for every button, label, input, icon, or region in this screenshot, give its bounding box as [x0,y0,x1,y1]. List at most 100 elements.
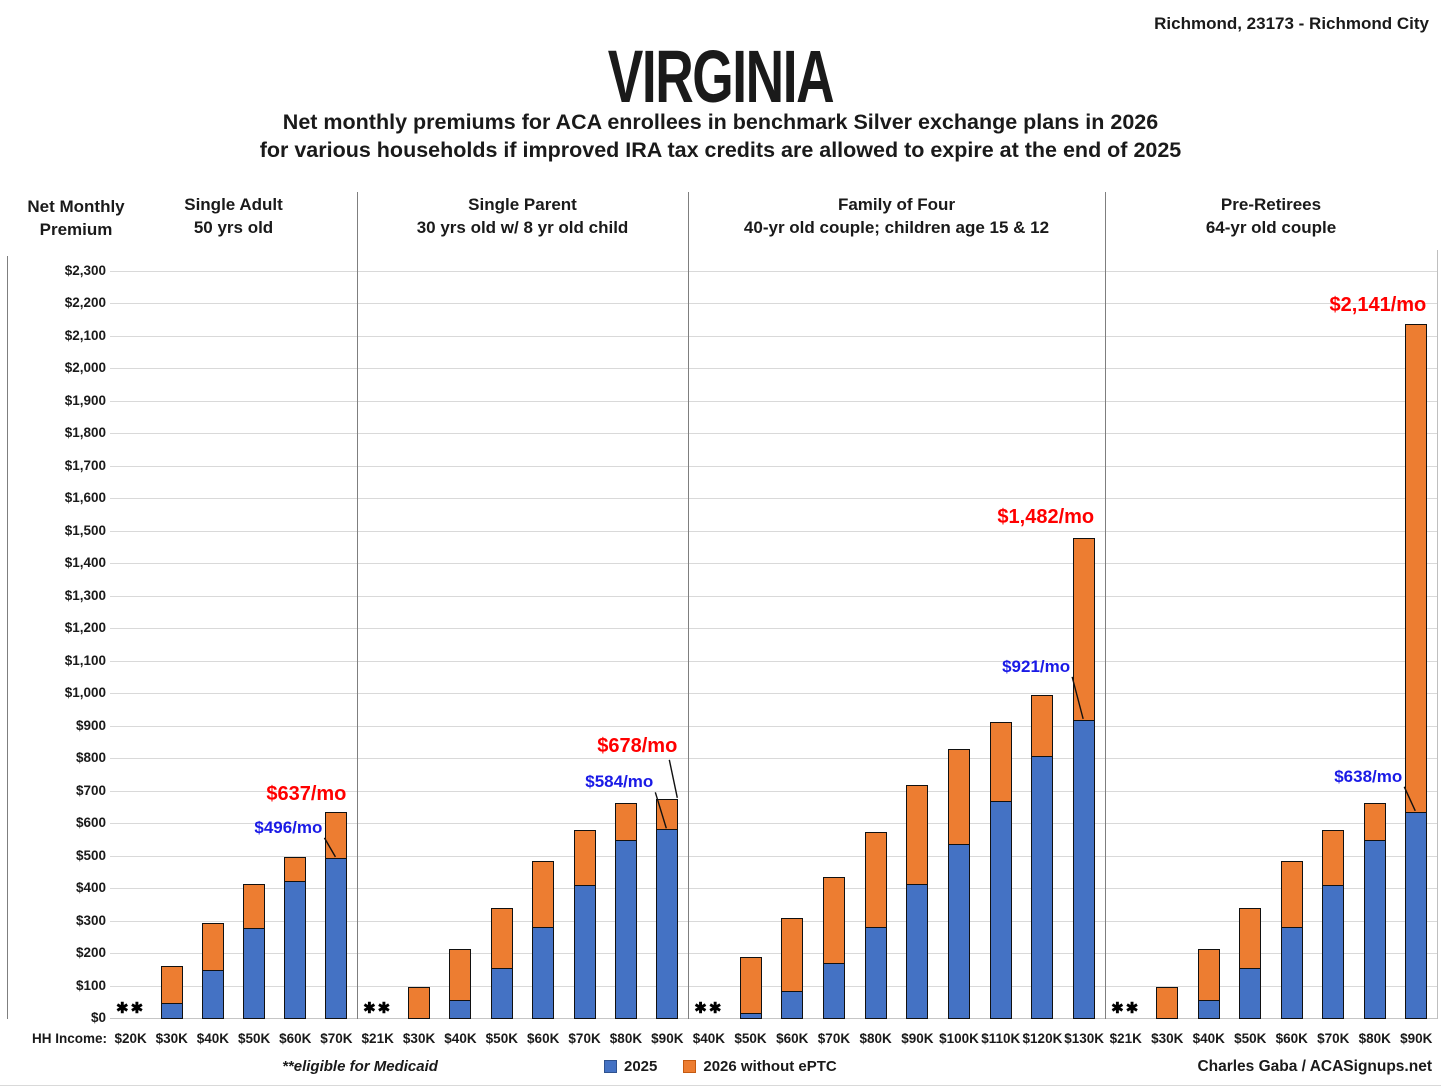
income-tick-label: $40K [1192,1031,1225,1046]
bar-2025-segment [1239,968,1262,1019]
y-grid-line [110,563,1437,565]
bar-2026-segment [1197,949,1220,1001]
bar-2026-segment [1322,829,1345,885]
income-tick-label: $40K [692,1031,725,1046]
y-tick-label: $2,100 [64,327,106,343]
y-tick-label: $1,300 [64,587,106,603]
income-tick-label: $70K [1317,1031,1350,1046]
bar-2025-segment [906,884,929,1019]
value-label-2025: $638/mo [1334,766,1403,786]
bottom-rule [0,1085,1441,1086]
y-tick-label: $400 [75,880,106,896]
bar-2025-segment [781,991,804,1019]
y-tick-label: $1,900 [64,392,106,408]
bar-2025-segment [284,880,307,1019]
bar-2026-segment [408,987,431,1019]
income-tick-label: $110K [981,1031,1021,1046]
group-header-line2: 64-yr old couple [1205,217,1337,237]
income-tick-label: $80K [609,1031,643,1046]
y-tick-label: $500 [75,847,106,863]
y-grid-line [110,498,1437,500]
bar-2025-segment [656,829,679,1019]
bar-2025-segment [1197,1000,1220,1019]
income-tick-label: $20K [114,1031,147,1046]
income-tick-label: $50K [485,1031,518,1046]
income-tick-label: $100K [939,1031,979,1046]
bar-2026-segment [449,949,472,1001]
bar-2025-segment [449,1000,472,1019]
y-tick-label: $100 [75,977,106,993]
income-tick-label: $60K [1275,1031,1308,1046]
bar-2026-segment [781,918,804,992]
bar-2026-segment [1031,695,1054,756]
bar-2026-segment [1280,860,1303,927]
y-tick-label: $1,700 [64,457,106,473]
y-grid-line [110,790,1437,792]
y-tick-label: $2,200 [64,295,106,311]
y-grid-line [110,271,1437,272]
bar-2025-segment [822,962,845,1019]
income-tick-label: $21K [361,1031,394,1046]
bar-2025-segment [1322,884,1345,1019]
bar-2026-segment [989,721,1012,802]
y-grid-line [110,920,1437,922]
bar-2026-segment [243,884,266,929]
y-tick-label: $900 [75,717,106,733]
bar-2025-segment [948,843,971,1019]
y-grid-line [110,823,1437,825]
medicaid-eligibility-note: **eligible for Medicaid [282,1058,438,1075]
legend-item-2026: 2026 without ePTC [683,1058,837,1075]
income-tick-label: $30K [155,1031,188,1046]
hh-income-label: HH Income: [31,1031,107,1046]
bar-2025-segment [243,928,266,1019]
legend-label-2025: 2025 [624,1058,658,1075]
y-tick-label: $1,400 [64,555,106,571]
y-axis-title: Net Monthly Premium [0,196,152,242]
credit-label: Charles Gaba / ACASignups.net [1197,1058,1432,1075]
y-tick-label: $200 [75,945,106,961]
group-header: Single Adult 50 yrs old [110,194,357,240]
group-header: Family of Four 40-yr old couple; children… [688,194,1105,240]
y-grid-line [110,660,1437,662]
bar-2026-segment [532,860,555,927]
bar-2025-segment [201,969,224,1019]
y-tick-label: $1,800 [64,425,106,441]
y-tick-label: $600 [75,815,106,831]
bar-2026-segment [864,832,887,928]
y-tick-label: $2,000 [64,360,106,376]
y-tick-label: $800 [75,750,106,766]
y-tick-label: $1,100 [64,652,106,668]
location-label: Richmond, 23173 - Richmond City [1154,14,1429,33]
y-grid-line [110,1018,1437,1019]
bar-2026-segment [739,956,762,1013]
group-header-line1: Single Parent [468,195,577,214]
y-axis-title-line2: Premium [39,219,113,239]
medicaid-asterisks: ✱✱ [694,1000,724,1017]
y-grid-line [110,303,1437,305]
y-tick-label: $0 [90,1010,106,1025]
income-tick-label: $50K [734,1031,767,1046]
y-axis-title-line1: Net Monthly [27,197,125,216]
income-tick-label: $50K [237,1031,271,1046]
group-header-line2: 50 yrs old [193,217,274,237]
chart-title-text: VIRGINIA [607,35,835,118]
bar-2025-segment [573,884,596,1019]
legend-swatch-2025 [604,1060,617,1073]
y-grid-line [110,953,1437,955]
y-grid-line [110,400,1437,402]
bar-2026-segment [822,877,845,963]
bar-2026-segment [325,812,348,858]
y-tick-label: $1,200 [64,620,106,636]
legend-swatch-2026 [683,1060,697,1073]
group-header: Single Parent 30 yrs old w/ 8 yr old chil… [357,194,688,240]
value-label-2026: $1,482/mo [997,505,1095,528]
income-tick-label: $130K [1064,1031,1105,1046]
y-grid-line [110,855,1437,857]
y-tick-label: $1,600 [64,490,106,506]
group-header-line2: 40-yr old couple; children age 15 & 12 [743,217,1050,237]
income-tick-label: $30K [402,1031,436,1046]
bar-2026-segment [1156,987,1179,1019]
bar-2025-segment [160,1003,183,1019]
y-tick-label: $1,000 [64,685,106,701]
